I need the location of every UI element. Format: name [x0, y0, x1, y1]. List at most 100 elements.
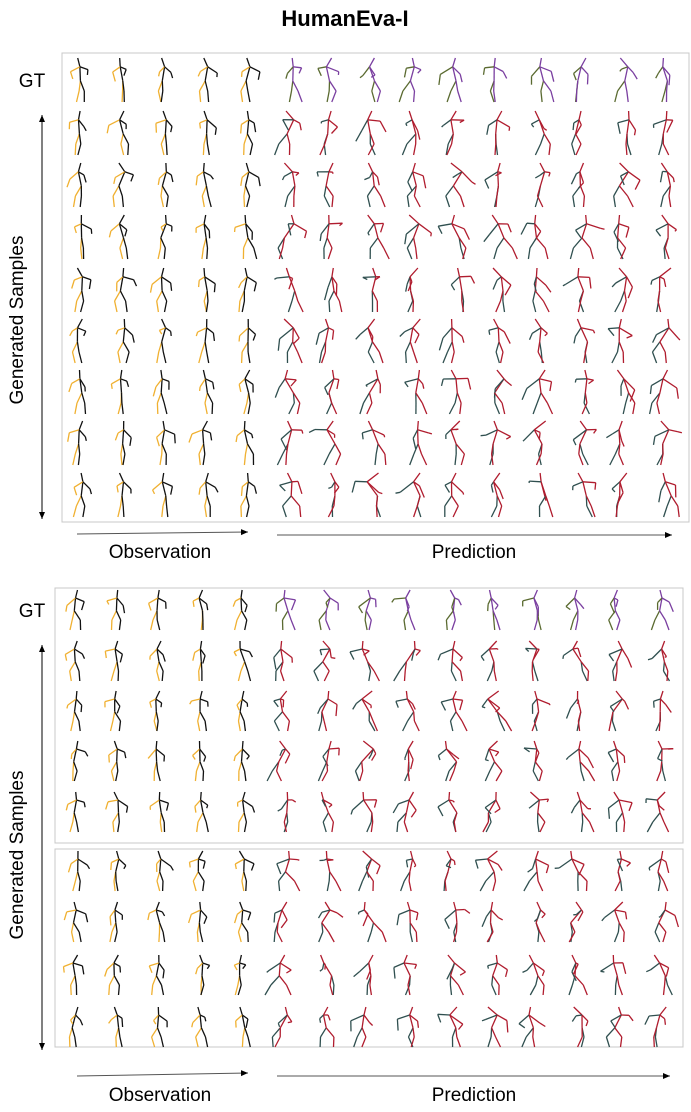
limb: [313, 661, 324, 672]
limb: [496, 619, 501, 631]
pose: [313, 640, 336, 682]
limb: [72, 909, 77, 923]
limb: [615, 748, 625, 757]
limb: [410, 809, 417, 818]
limb: [399, 331, 406, 337]
limb: [452, 610, 456, 621]
limb: [662, 185, 671, 197]
pose: [613, 214, 630, 260]
limb: [199, 1014, 203, 1028]
limb: [623, 756, 626, 763]
limb: [319, 1014, 324, 1020]
limb: [405, 597, 410, 608]
limb: [301, 430, 304, 434]
limb: [409, 858, 414, 872]
limb: [499, 720, 506, 732]
limb: [548, 143, 551, 156]
limb: [381, 931, 387, 943]
limb: [583, 402, 590, 415]
limb: [240, 597, 243, 611]
limb: [455, 378, 458, 393]
limb: [497, 327, 500, 342]
limb: [365, 384, 368, 387]
pose: [396, 1006, 420, 1048]
limb: [244, 369, 251, 380]
limb: [325, 185, 334, 197]
limb: [412, 1027, 415, 1038]
limb: [416, 130, 421, 140]
limb: [451, 214, 456, 224]
limb: [579, 171, 582, 186]
limb: [156, 640, 162, 650]
limb: [328, 300, 331, 313]
limb: [194, 806, 197, 813]
limb: [437, 1014, 442, 1023]
limb: [485, 821, 492, 833]
pose: [69, 318, 87, 364]
limb: [329, 975, 333, 986]
limb: [327, 119, 330, 134]
limb: [114, 432, 119, 441]
limb: [399, 661, 407, 672]
limb: [445, 429, 452, 436]
limb: [633, 129, 637, 136]
limb: [459, 74, 463, 83]
limb: [282, 495, 292, 507]
limb: [200, 909, 208, 918]
limb: [367, 341, 374, 353]
limb: [281, 711, 290, 722]
limb: [481, 1018, 486, 1022]
limb: [494, 604, 499, 610]
limb: [578, 119, 582, 126]
limb: [197, 720, 201, 732]
limb: [403, 962, 411, 977]
limb: [576, 701, 580, 705]
limb: [407, 610, 412, 621]
limb: [283, 812, 288, 823]
limb: [365, 378, 379, 386]
limb: [660, 640, 666, 650]
limb: [328, 486, 332, 490]
limb: [496, 1014, 508, 1022]
limb: [413, 195, 421, 208]
limb: [613, 597, 617, 611]
limb: [246, 57, 251, 68]
limb: [416, 420, 419, 430]
limb: [458, 237, 462, 249]
limb: [188, 862, 191, 868]
limb: [156, 871, 161, 882]
limb: [191, 909, 201, 915]
limb: [116, 705, 121, 714]
pose: [656, 740, 674, 782]
limb: [278, 871, 287, 882]
limb: [537, 351, 545, 364]
limb: [660, 195, 664, 208]
limb: [202, 655, 206, 664]
limb: [534, 174, 541, 179]
limb: [545, 284, 552, 293]
limb: [79, 378, 83, 393]
limb: [660, 481, 666, 491]
limb: [610, 1014, 622, 1022]
limb: [350, 809, 354, 815]
limb: [195, 223, 205, 229]
limb: [365, 858, 373, 868]
limb: [322, 799, 330, 814]
limb: [282, 119, 289, 131]
limb: [160, 378, 163, 393]
limb: [234, 748, 243, 757]
limb: [402, 720, 409, 732]
limb: [578, 110, 582, 120]
limb: [121, 1018, 124, 1028]
limb: [160, 133, 167, 145]
pose: [523, 740, 543, 782]
limb: [199, 711, 206, 722]
limb: [71, 341, 78, 353]
limb: [505, 720, 513, 732]
limb: [613, 589, 619, 599]
limb: [233, 756, 236, 762]
limb: [243, 720, 247, 732]
limb: [361, 698, 372, 706]
limb: [617, 871, 621, 882]
limb: [124, 171, 134, 176]
